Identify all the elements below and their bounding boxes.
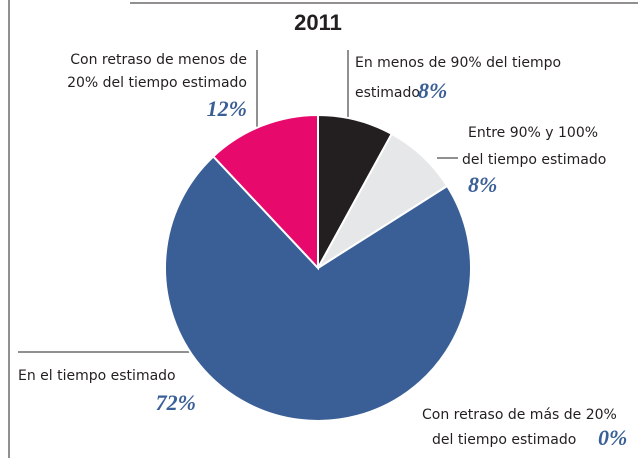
slice-label: estimado — [355, 85, 420, 101]
pie-slice — [164, 155, 472, 422]
value-label: 0% — [598, 425, 627, 450]
slice-label: En el tiempo estimado — [18, 368, 176, 384]
slice-label: En menos de 90% del tiempo — [355, 55, 561, 71]
slice-label: del tiempo estimado — [432, 432, 576, 448]
value-label: 8% — [418, 78, 447, 103]
value-label: 72% — [156, 390, 196, 415]
slice-label: Entre 90% y 100% — [468, 125, 598, 141]
value-label: 8% — [468, 172, 497, 197]
value-label: 12% — [207, 96, 247, 121]
slice-label: 20% del tiempo estimado — [67, 75, 247, 91]
slice-label: del tiempo estimado — [462, 152, 606, 168]
slice-label: Con retraso de menos de — [70, 52, 247, 68]
chart-title: 2011 — [294, 10, 342, 35]
slice-label: Con retraso de más de 20% — [422, 407, 617, 423]
pie-slice — [211, 113, 319, 271]
